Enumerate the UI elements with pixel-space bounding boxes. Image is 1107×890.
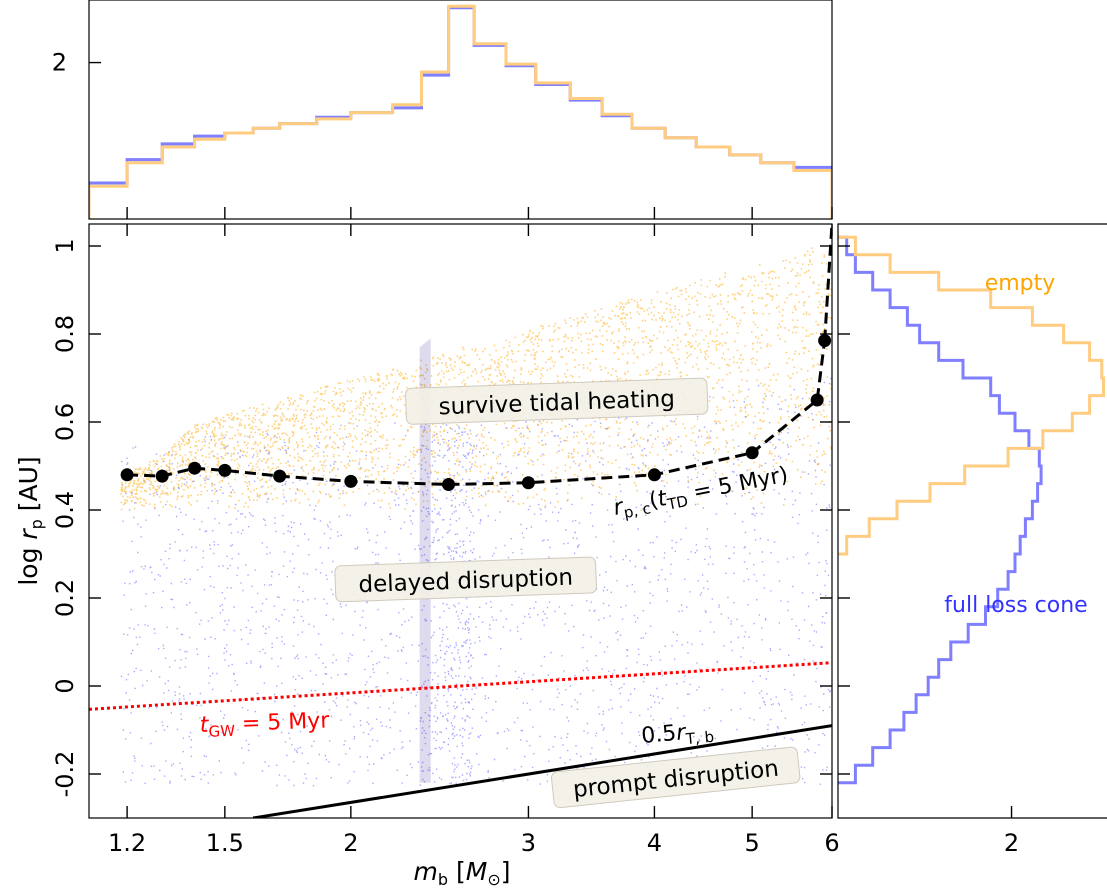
tidal-radius-line [252,724,832,818]
y-tick-label: 0.8 [51,315,79,353]
y-tick-label: 0.2 [51,579,79,617]
top-histogram-empty [89,4,832,219]
x-tick-label: 2 [343,829,358,857]
x-tick-label: 4 [647,829,662,857]
y-tick-label: -0.2 [51,751,79,798]
critical-curve-extension [823,224,832,341]
right-histogram [838,235,1105,785]
critical-curve-point [647,468,661,482]
scatter-points-empty [120,247,832,511]
y-tick-label: 1 [51,238,79,253]
critical-curve-point [120,468,134,482]
x-tick-label: 6 [824,829,839,857]
main-frame [88,223,833,819]
top-histogram-full-loss-cone [89,6,832,219]
region-labels: survive tidal heating delayed disruption p… [334,377,801,809]
critical-curve-point [273,469,287,483]
region-label: prompt disruption [550,746,801,809]
gw-line-label: tGW = 5 Myr [199,708,330,741]
region-label: survive tidal heating [405,377,709,425]
region-label-box [550,746,801,809]
critical-curve-point [745,446,759,460]
right-histogram-ticks: 2 [838,245,1019,857]
gw-timescale-line [89,661,832,711]
main-x-ticks: 1.2 1.5 2 3 4 5 6 [108,224,840,857]
critical-curve-point [810,393,824,407]
region-label-box [405,377,709,425]
main-y-ticks: -0.2 0 0.2 0.4 0.6 0.8 1 [51,238,832,797]
critical-curve-point [442,477,456,491]
y-tick-label: 0 [51,678,79,693]
critical-curve-point [188,461,202,475]
main-panel: survive tidal heating delayed disruption p… [51,223,840,857]
overlay-lines [89,224,832,818]
region-label-box [334,556,597,603]
top-y-tick-label: 2 [52,49,67,77]
x-tick-label: 3 [521,829,536,857]
top-histogram-ticks: 2 [52,49,833,219]
series-label-empty: empty [985,271,1056,296]
scatter-cloud [120,247,832,787]
critical-curve-point [521,476,535,490]
x-tick-label: 5 [745,829,760,857]
x-axis-title: mb [M⊙] [414,857,511,889]
critical-curve-point [818,334,832,348]
top-histogram-panel: 2 [52,0,833,220]
critical-curve-point [344,474,358,488]
right-histogram-empty [838,235,1105,556]
right-histogram-full-loss-cone [838,235,1043,785]
right-histogram-panel: 2 [837,223,1107,857]
series-label-full-loss-cone: full loss cone [944,593,1087,618]
right-frame [837,223,1107,819]
critical-curve-point [155,469,169,483]
critical-curve-line [127,340,827,487]
region-label: delayed disruption [334,556,597,603]
right-x-tick-label: 2 [1004,829,1019,857]
critical-curve-point [218,463,232,477]
scatter-density-band [419,338,431,783]
y-tick-label: 0.4 [51,491,79,529]
top-frame [88,0,833,220]
y-tick-label: 0.6 [51,403,79,441]
top-histogram [89,4,832,219]
y-axis-title: log rp [AU] [14,456,46,585]
x-tick-label: 1.2 [108,829,146,857]
tidal-line-label: 0.5rT, b [640,718,714,752]
x-tick-label: 1.5 [206,829,244,857]
